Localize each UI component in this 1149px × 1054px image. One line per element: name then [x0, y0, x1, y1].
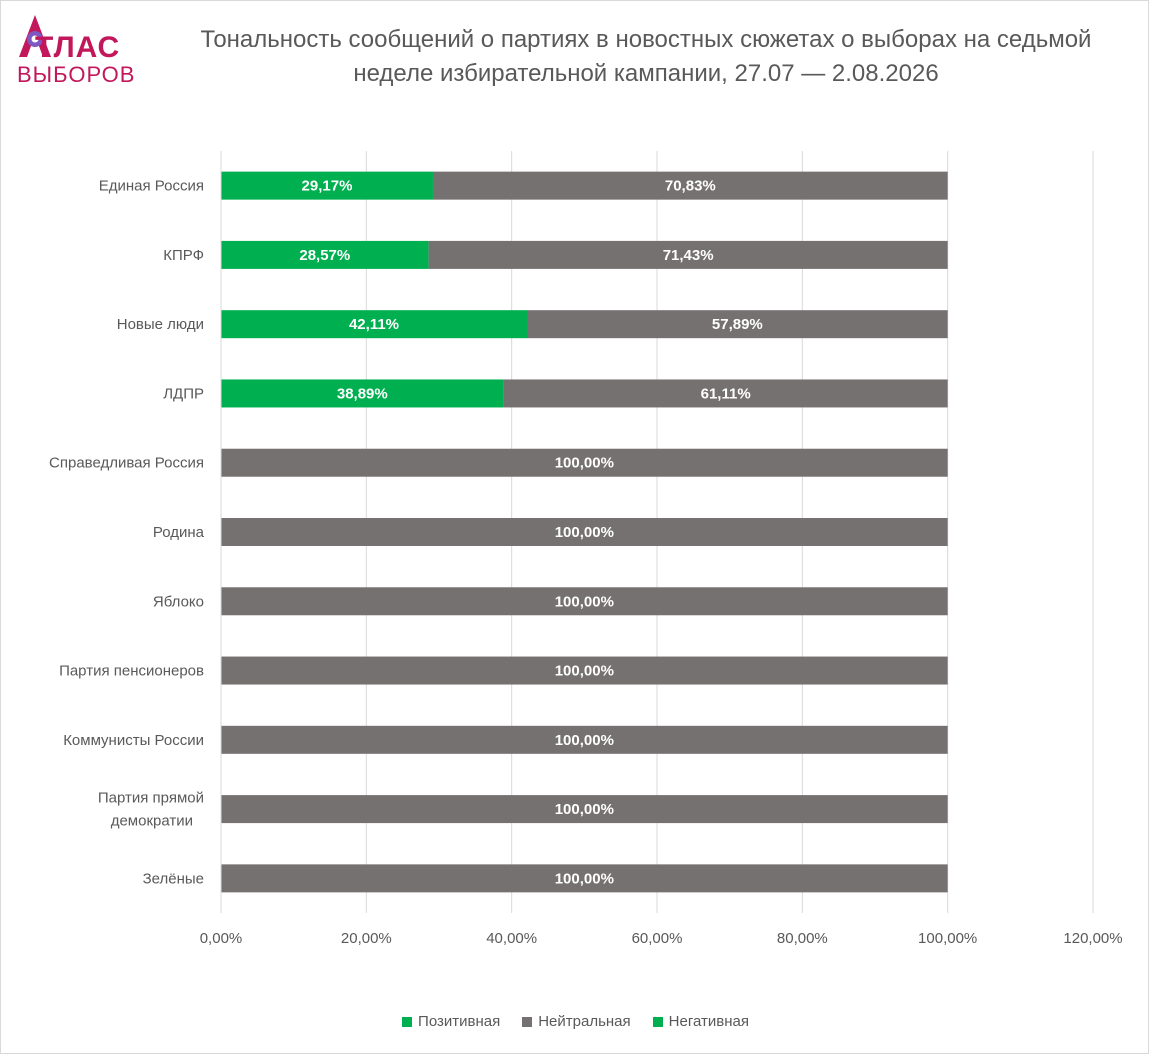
legend-label: Негативная	[668, 1013, 749, 1030]
legend-swatch	[652, 1016, 663, 1027]
atlas-logo: ТЛАС ВЫБОРОВ	[15, 13, 145, 91]
category-label: Новые люди	[117, 316, 204, 333]
data-label: 100,00%	[555, 593, 614, 610]
legend-item: Негативная	[652, 1013, 749, 1030]
x-tick-label: 120,00%	[1063, 930, 1122, 947]
bar-segment	[221, 171, 433, 200]
x-tick-label: 0,00%	[200, 930, 243, 947]
rocket-logo-icon	[19, 15, 51, 57]
data-label: 70,83%	[665, 178, 716, 195]
bar-segment	[221, 518, 948, 546]
bar-segment	[221, 725, 948, 754]
data-label: 100,00%	[555, 801, 614, 818]
data-label: 100,00%	[555, 732, 614, 749]
x-tick-label: 80,00%	[777, 930, 828, 947]
data-label: 28,57%	[299, 247, 350, 264]
bar-segment	[221, 656, 948, 685]
bar-segment	[221, 379, 504, 408]
category-label: Единая Россия	[99, 178, 204, 195]
data-label: 38,89%	[337, 385, 388, 402]
bar-segment	[428, 240, 948, 269]
logo-text-bottom: ВЫБОРОВ	[17, 62, 136, 87]
bar-segment	[221, 310, 527, 339]
chart-legend: Позитивная Нейтральная Негативная	[1, 1013, 1149, 1030]
data-label: 71,43%	[663, 247, 714, 264]
category-label: Яблоко	[153, 593, 204, 610]
category-label: Родина	[153, 524, 205, 541]
category-label: Зелёные	[143, 870, 204, 887]
data-label: 100,00%	[555, 663, 614, 680]
legend-item: Нейтральная	[522, 1013, 631, 1030]
category-label: Партия пенсионеров	[59, 663, 204, 680]
data-label: 100,00%	[555, 870, 614, 887]
legend-swatch	[402, 1016, 413, 1027]
bar-segment	[221, 587, 948, 616]
bar-segment	[221, 864, 948, 893]
data-label: 100,00%	[555, 524, 614, 541]
data-label: 61,11%	[701, 385, 751, 402]
data-label: 57,89%	[712, 316, 763, 333]
data-label: 29,17%	[302, 178, 353, 195]
stacked-bar-chart: 0,00% 20,00% 40,00% 60,00% 80,00% 100,00% 120,…	[49, 151, 1123, 947]
data-label: 100,00%	[555, 455, 614, 472]
x-tick-label: 100,00%	[918, 930, 977, 947]
category-label: КПРФ	[163, 247, 204, 264]
category-label: Справедливая Россия	[49, 455, 204, 472]
bar-segment	[221, 448, 948, 477]
legend-swatch	[522, 1016, 533, 1027]
logo-text-top: ТЛАС	[35, 31, 121, 64]
category-label: Коммунисты России	[63, 732, 204, 749]
bar-segment	[221, 795, 948, 824]
bar-segment	[221, 240, 429, 269]
category-label: Партия прямой демократии	[98, 790, 204, 830]
x-tick-label: 60,00%	[632, 930, 683, 947]
category-label: ЛДПР	[163, 385, 204, 402]
legend-item: Позитивная	[402, 1013, 500, 1030]
legend-label: Нейтральная	[538, 1013, 631, 1030]
legend-label: Позитивная	[418, 1013, 501, 1030]
bar-segment	[432, 171, 948, 200]
x-tick-label: 20,00%	[341, 930, 392, 947]
chart-title: Тональность сообщений о партиях в новост…	[200, 26, 1092, 87]
x-tick-label: 40,00%	[486, 930, 537, 947]
bar-segment	[526, 310, 948, 339]
bar-segment	[503, 379, 948, 408]
data-label: 42,11%	[349, 316, 399, 333]
